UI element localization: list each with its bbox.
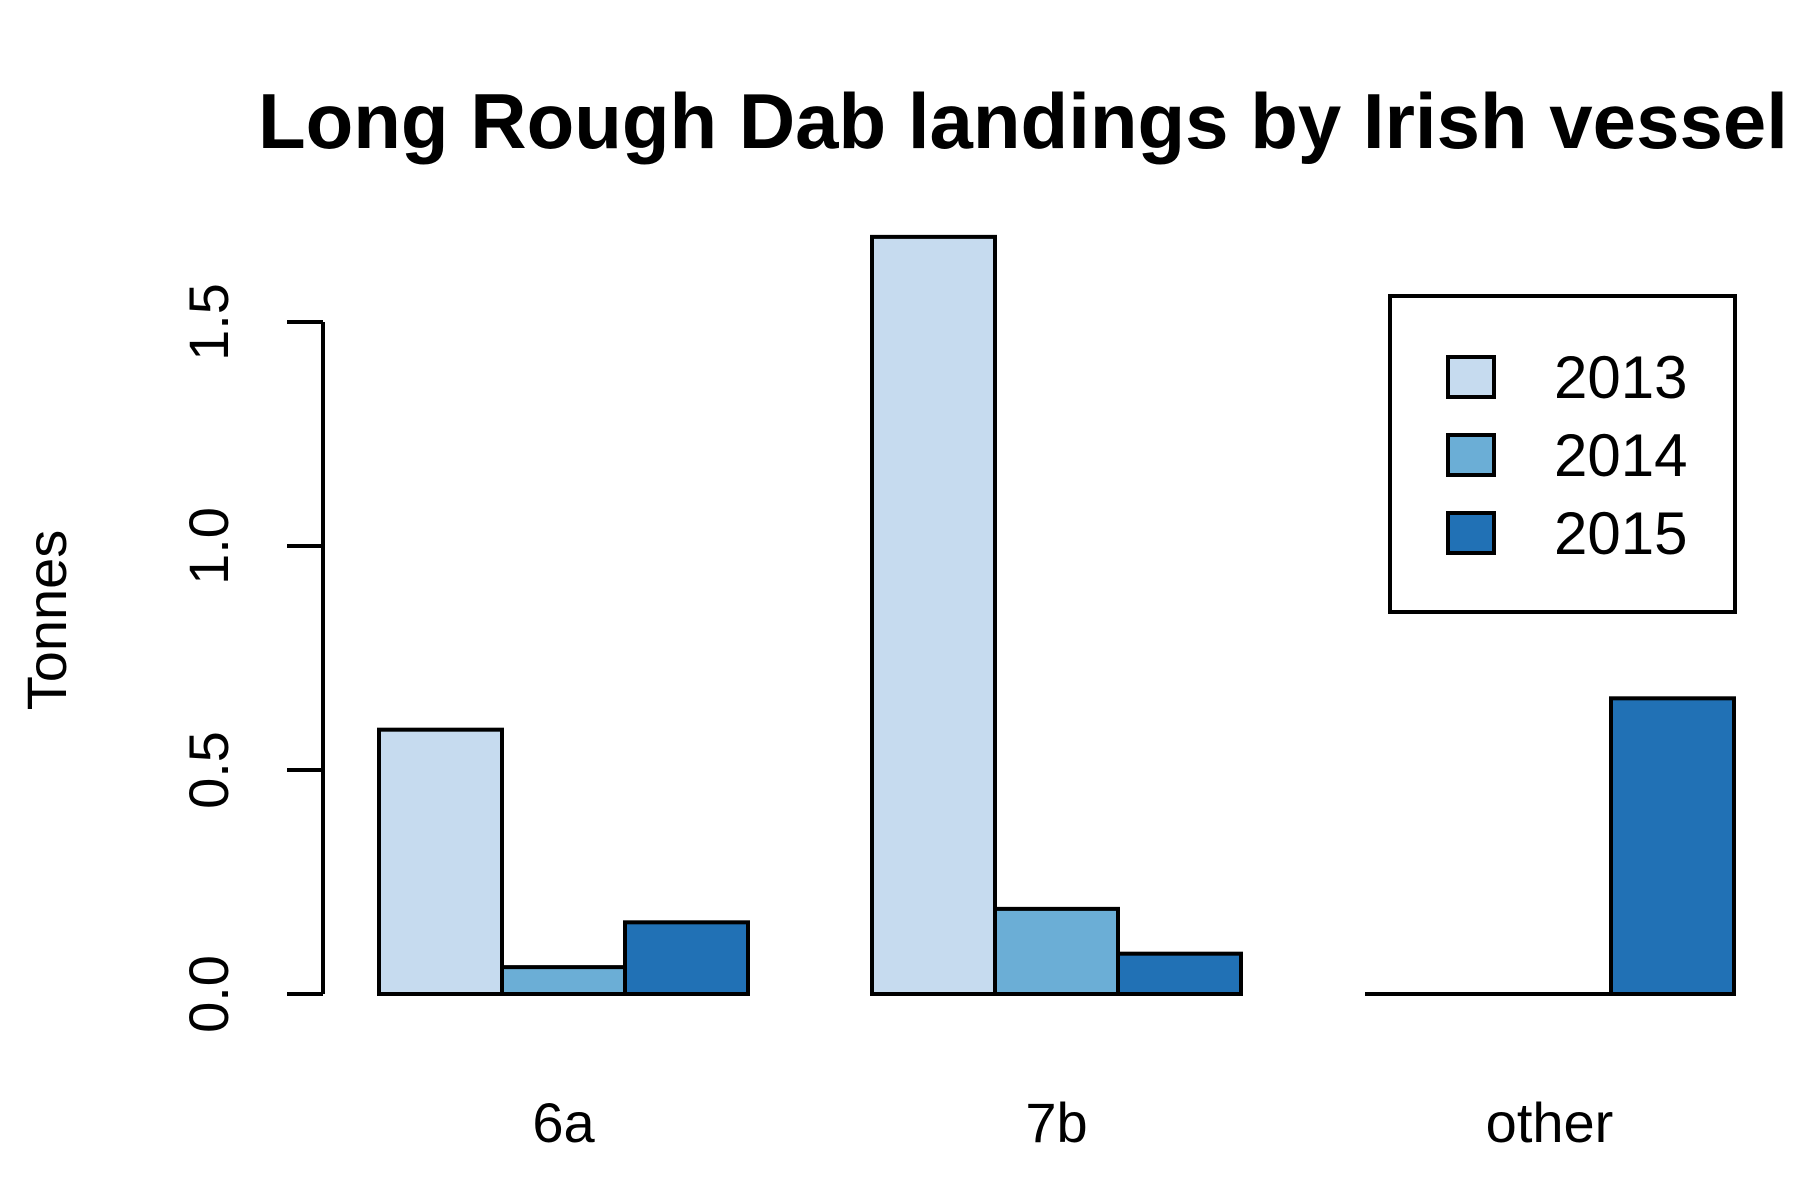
chart-title: Long Rough Dab landings by Irish vessel [258,77,1788,165]
legend-swatch-2015 [1446,511,1496,555]
bar-6a-2015 [623,920,750,997]
y-axis-label: Tonnes [15,530,78,711]
bar-6a-2014 [500,965,627,996]
y-tick-label: 0.0 [177,955,240,1033]
y-tick-label: 0.5 [177,731,240,809]
category-label: other [1486,1091,1614,1154]
bars-group [377,234,1736,997]
category-label: 7b [1025,1091,1087,1154]
legend-label-2015: 2015 [1554,500,1687,567]
legend-label-2014: 2014 [1554,422,1687,489]
bar-6a-2013 [377,727,504,996]
legend-label-2013: 2013 [1554,344,1687,411]
bar-7b-2013 [870,234,997,996]
legend-swatch-2013 [1446,355,1496,399]
legend: 2013 2014 2015 [1388,294,1737,614]
y-axis: 0.0 0.5 1.0 1.5 [177,283,325,1033]
bar-7b-2014 [993,906,1120,997]
y-tick-label: 1.5 [177,283,240,361]
category-label: 6a [532,1091,595,1154]
category-labels: 6a 7b other [532,1091,1613,1154]
bar-other-2015 [1609,696,1736,996]
y-tick-label: 1.0 [177,507,240,585]
bar-7b-2015 [1116,951,1243,996]
legend-swatch-2014 [1446,433,1496,477]
